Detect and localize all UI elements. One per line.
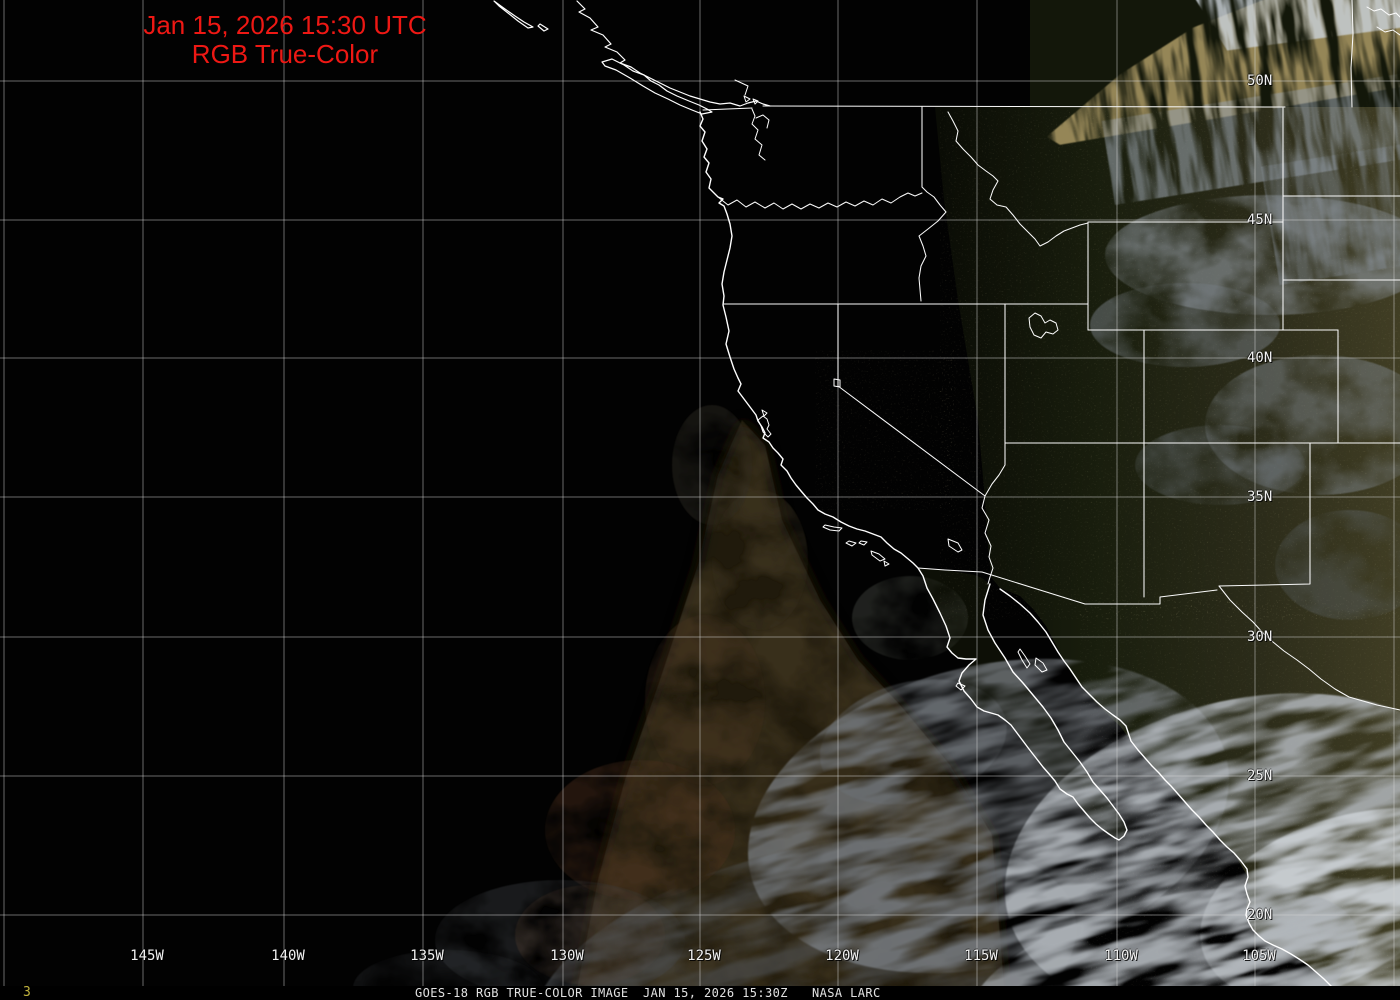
ca-nv-border [837,303,986,497]
id-mt-border [947,111,1089,247]
caption-bar-background [0,986,1400,1000]
gulf-islands [955,648,1048,691]
rust-cloud-patch [545,760,735,900]
map-linework-layer [493,0,1400,1000]
wave-cloud-group [1046,0,1400,286]
marine-stratus [712,490,808,630]
nv-az-colorado-river [981,442,1006,585]
us-mexico-border [917,567,1218,605]
wa-id-border-snake-river [918,106,947,302]
coastline-bc-islands [493,0,549,32]
great-salt-lake [1028,312,1059,339]
coastline-strait-juan-de-fuca [702,107,753,111]
rio-grande [1218,585,1400,711]
cloud-layer [353,0,1400,1000]
sierra-snow-speckles [815,350,955,510]
scattered-cloud [1135,425,1305,505]
rust-cloud-patch [645,615,765,785]
san-francisco-bay [757,409,772,438]
dakota-borders [1282,195,1400,281]
wa-or-border-columbia-river [717,192,923,210]
lakes-northeast-corner [1366,6,1400,36]
scattered-cloud [1090,283,1280,367]
salton-sea [947,538,963,553]
coastline-pacific [699,111,1128,841]
coastline-mexico-mainland [999,588,1346,1000]
scattered-cloud [1275,510,1400,620]
political-borders [717,0,1400,711]
gray-cloud-patch [852,576,968,660]
marine-stratus [672,405,752,525]
canada-province-border [1350,0,1354,108]
cloud-street-group [529,658,1400,1000]
us-canada-border [762,105,1286,108]
coastline-vancouver-island [601,58,713,115]
channel-islands [822,524,890,567]
wyoming-borders [1087,107,1284,331]
coastline-puget-sound [734,79,770,161]
nm-tx-borders [1218,442,1311,587]
